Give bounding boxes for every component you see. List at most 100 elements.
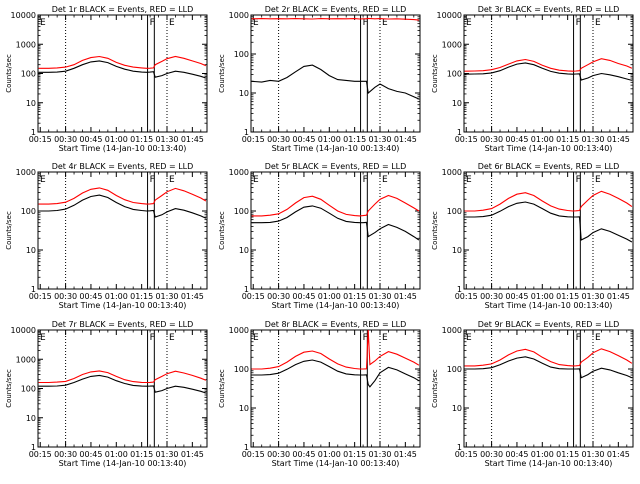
events-series-line — [464, 62, 633, 81]
x-tick-label: 01:00 — [105, 292, 128, 301]
x-tick-label: 01:45 — [607, 135, 630, 144]
y-axis-label: Counts/sec — [218, 369, 226, 408]
panel-4: Det 4r BLACK = Events, RED = LLD 1 10 100 10… — [5, 162, 208, 310]
y-tick-label: 1 — [457, 128, 462, 137]
events-series-line — [251, 205, 420, 241]
x-tick-label: 01:15 — [556, 292, 579, 301]
x-tick-label: 01:30 — [155, 135, 178, 144]
panel-title: Det 2r BLACK = Events, RED = LLD — [265, 5, 407, 14]
x-tick-label: 00:15 — [242, 450, 265, 459]
y-tick-label: 1 — [244, 443, 249, 452]
events-series-line — [464, 201, 633, 243]
panel-title: Det 6r BLACK = Events, RED = LLD — [478, 162, 620, 171]
lld-series-line — [38, 370, 207, 384]
plot-frame — [37, 171, 208, 290]
lld-series-line — [251, 17, 419, 21]
plot-frame — [250, 14, 421, 133]
x-tick-label: 00:45 — [79, 292, 102, 301]
flag-label: E — [40, 175, 46, 185]
x-tick-label: 01:45 — [607, 450, 630, 459]
y-tick-label: 10 — [452, 99, 462, 108]
x-tick-label: 00:30 — [267, 450, 290, 459]
y-tick-label: 1 — [244, 128, 249, 137]
x-tick-label: 01:00 — [318, 135, 341, 144]
flag-label: E — [466, 18, 472, 28]
panel-8: Det 8r BLACK = Events, RED = LLD 1 10 100 10… — [218, 320, 421, 468]
panel-7: Det 7r BLACK = Events, RED = LLD 1 10 100 10… — [5, 320, 208, 468]
x-tick-label: 00:45 — [292, 292, 315, 301]
x-tick-label: 00:45 — [79, 135, 102, 144]
x-tick-label: 00:30 — [267, 292, 290, 301]
y-tick-label: 10 — [26, 246, 36, 255]
x-axis-label: Start Time (14-Jan-10 00:13:40) — [272, 144, 400, 153]
plot-frame — [250, 329, 421, 448]
y-tick-label: 1000 — [442, 40, 462, 49]
x-axis-label: Start Time (14-Jan-10 00:13:40) — [272, 459, 400, 468]
y-tick-label: 100 — [21, 70, 36, 79]
x-tick-label: 01:45 — [607, 292, 630, 301]
x-axis-label: Start Time (14-Jan-10 00:13:40) — [59, 459, 187, 468]
flag-label: E — [253, 18, 259, 28]
y-tick-label: 1000 — [229, 11, 249, 20]
x-tick-label: 00:15 — [242, 292, 265, 301]
x-tick-label: 00:45 — [79, 450, 102, 459]
lld-series-line — [464, 190, 633, 212]
flag-label: E — [466, 175, 472, 185]
x-tick-label: 01:30 — [581, 292, 604, 301]
plot-frame — [37, 329, 208, 448]
y-tick-label: 1 — [457, 443, 462, 452]
y-tick-label: 10 — [239, 404, 249, 413]
flag-label: E — [169, 175, 175, 185]
y-tick-label: 1 — [31, 285, 36, 294]
y-tick-label: 100 — [447, 70, 462, 79]
events-series-line — [251, 359, 420, 388]
events-series-line — [464, 356, 633, 379]
flag-label: E — [595, 175, 601, 185]
x-tick-label: 00:30 — [480, 450, 503, 459]
events-series-line — [251, 64, 420, 100]
flag-label: E — [169, 18, 175, 28]
x-tick-label: 01:30 — [368, 450, 391, 459]
x-tick-label: 01:45 — [394, 292, 417, 301]
panel-1: Det 1r BLACK = Events, RED = LLD 1 10 100 10… — [5, 5, 208, 153]
y-tick-label: 10 — [26, 99, 36, 108]
y-tick-label: 10000 — [437, 11, 462, 20]
x-tick-label: 00:15 — [455, 135, 478, 144]
y-tick-label: 100 — [21, 207, 36, 216]
x-tick-label: 01:45 — [394, 135, 417, 144]
x-tick-label: 00:30 — [54, 450, 77, 459]
x-tick-label: 01:45 — [181, 450, 204, 459]
x-axis-label: Start Time (14-Jan-10 00:13:40) — [59, 301, 187, 310]
y-axis-label: Counts/sec — [431, 54, 439, 93]
flag-label: F — [576, 333, 581, 343]
y-tick-label: 1 — [244, 285, 249, 294]
y-tick-label: 1 — [457, 285, 462, 294]
x-tick-label: 01:00 — [531, 450, 554, 459]
y-tick-label: 100 — [234, 50, 249, 59]
y-tick-label: 10000 — [11, 11, 36, 20]
events-series-line — [38, 374, 207, 394]
x-tick-label: 01:15 — [343, 292, 366, 301]
flag-label: F — [363, 333, 368, 343]
flag-label: F — [150, 333, 155, 343]
x-tick-label: 01:15 — [343, 450, 366, 459]
x-tick-label: 01:30 — [155, 450, 178, 459]
flag-label: E — [40, 18, 46, 28]
x-tick-label: 00:15 — [455, 292, 478, 301]
panel-5: Det 5r BLACK = Events, RED = LLD 1 10 100 10… — [218, 162, 421, 310]
y-tick-label: 100 — [234, 207, 249, 216]
x-tick-label: 00:45 — [292, 450, 315, 459]
panel-title: Det 8r BLACK = Events, RED = LLD — [265, 320, 407, 329]
x-tick-label: 01:00 — [318, 292, 341, 301]
plot-frame — [463, 171, 634, 290]
x-tick-label: 01:30 — [155, 292, 178, 301]
panel-title: Det 9r BLACK = Events, RED = LLD — [478, 320, 620, 329]
x-tick-label: 01:30 — [368, 292, 391, 301]
x-tick-label: 00:45 — [505, 292, 528, 301]
x-tick-label: 01:15 — [556, 135, 579, 144]
y-tick-label: 10 — [239, 246, 249, 255]
y-tick-label: 1000 — [16, 40, 36, 49]
flag-label: F — [576, 18, 581, 28]
flag-label: F — [576, 175, 581, 185]
